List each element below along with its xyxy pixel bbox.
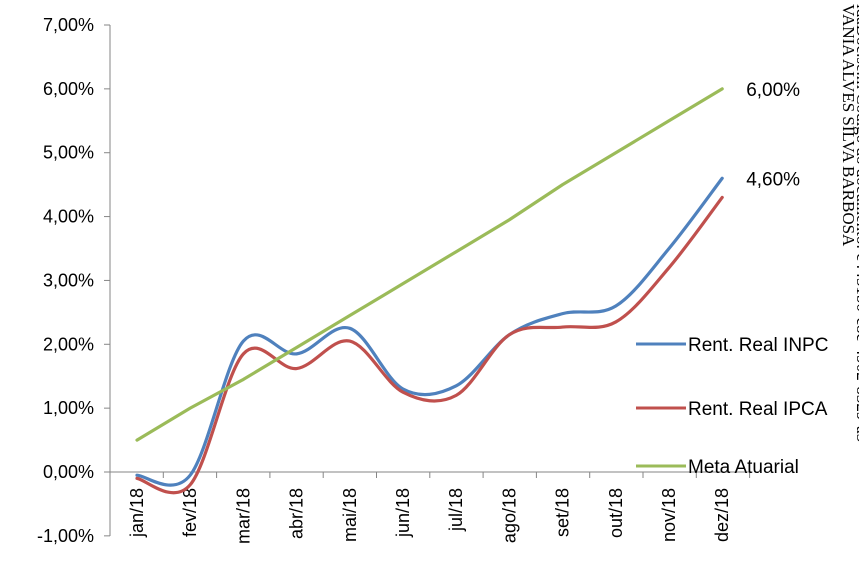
data-label: 4,60% <box>746 169 800 190</box>
x-tick-label: fev/18 <box>180 488 200 537</box>
data-label: 6,00% <box>746 80 800 101</box>
y-tick-label: 7,00% <box>43 15 94 35</box>
y-axis-ticks: -1,00% 0,00% 1,00% 2,00% 3,00% 4,00% 5,00% 6,00… <box>37 15 94 546</box>
y-tick-label: 2,00% <box>43 334 94 354</box>
x-tick-label: out/18 <box>606 488 626 538</box>
stamp-line: idaDoc.se.m Código do documento: c4451b0… <box>853 4 859 442</box>
x-tick-label: jul/18 <box>446 488 466 532</box>
legend: Rent. Real INPC Rent. Real IPCA Meta Atuar… <box>636 335 828 478</box>
y-tick-label: 6,00% <box>43 79 94 99</box>
x-tick-label: mai/18 <box>340 488 360 542</box>
data-labels: 6,00% 4,60% <box>746 80 800 190</box>
series-lines <box>135 87 724 495</box>
x-tick-label: dez/18 <box>712 488 732 542</box>
legend-label: Meta Atuarial <box>688 457 799 478</box>
y-tick-label: 1,00% <box>43 398 94 418</box>
axes <box>104 24 751 537</box>
legend-label: Rent. Real INPC <box>688 335 828 356</box>
x-tick-label: ago/18 <box>499 488 519 543</box>
x-tick-label: abr/18 <box>287 488 307 539</box>
x-tick-label: jun/18 <box>393 488 413 538</box>
y-tick-label: 0,00% <box>43 462 94 482</box>
stamp-line: VANIA ALVES SILVA BARBOSA <box>839 4 858 247</box>
x-tick-label: set/18 <box>553 488 573 537</box>
legend-label: Rent. Real IPCA <box>688 399 828 420</box>
y-tick-label: 5,00% <box>43 143 94 163</box>
y-tick-label: 4,00% <box>43 207 94 227</box>
series-line-rent-real-ipca <box>135 195 724 495</box>
series-line-rent-real-inpc <box>135 176 724 487</box>
series-line-meta-atuarial <box>135 87 724 442</box>
y-tick-label: 3,00% <box>43 270 94 290</box>
x-tick-label: mar/18 <box>233 488 253 544</box>
y-tick-label: -1,00% <box>37 526 94 546</box>
x-axis-ticks: jan/18 fev/18 mar/18 abr/18 mai/18 jun/18 jul/… <box>127 488 732 544</box>
x-tick-label: nov/18 <box>659 488 679 542</box>
x-tick-label: jan/18 <box>127 488 147 538</box>
